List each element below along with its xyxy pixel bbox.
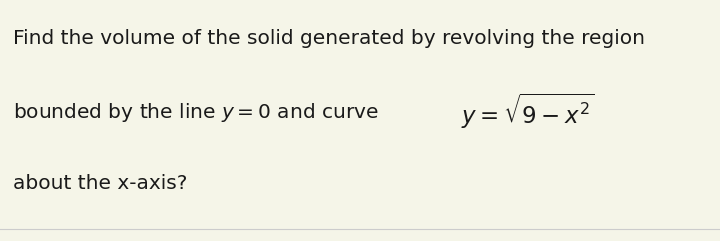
Text: bounded by the line $y = 0$ and curve: bounded by the line $y = 0$ and curve [13,101,379,124]
Text: $y = \sqrt{9-x^2}$: $y = \sqrt{9-x^2}$ [461,92,595,131]
Text: Find the volume of the solid generated by revolving the region: Find the volume of the solid generated b… [13,29,645,48]
Text: about the x-axis?: about the x-axis? [13,174,187,193]
